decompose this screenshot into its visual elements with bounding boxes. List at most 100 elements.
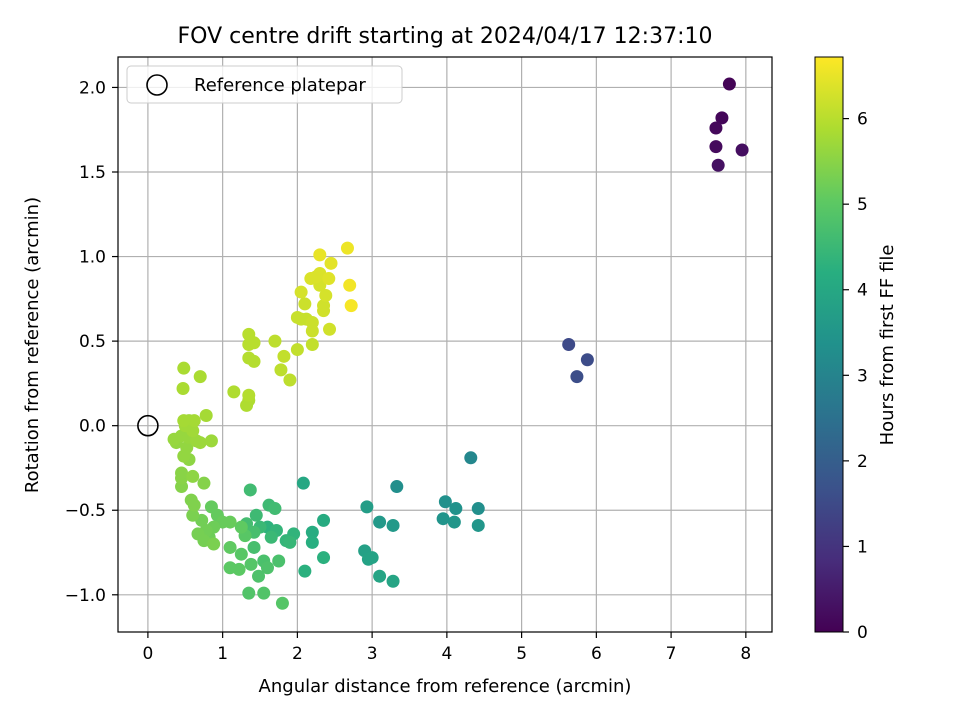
- colorbar: 0 1 2 3 4 5 6 Hours from first FF file: [814, 56, 898, 643]
- data-point: [204, 434, 218, 448]
- colorbar-gradient: [814, 56, 844, 633]
- x-axis-ticks: 0 1 2 3 4 5 6 7 8: [142, 632, 751, 664]
- x-tick-label: 7: [666, 644, 677, 664]
- reference-platepar-marker: [137, 414, 159, 437]
- x-tick-label: 2: [292, 644, 303, 664]
- data-point: [570, 370, 584, 384]
- data-point: [365, 551, 379, 565]
- data-point: [447, 515, 461, 529]
- y-tick-label: −0.5: [65, 501, 106, 521]
- x-tick-label: 8: [740, 644, 751, 664]
- data-point: [268, 334, 282, 348]
- data-point: [709, 121, 723, 135]
- x-tick-label: 5: [516, 644, 527, 664]
- data-point: [175, 466, 189, 480]
- data-point: [223, 540, 237, 554]
- data-point: [305, 525, 319, 539]
- data-point: [184, 493, 198, 507]
- data-point: [562, 338, 576, 351]
- data-point: [709, 140, 723, 154]
- data-point: [275, 596, 289, 610]
- data-point: [244, 557, 258, 571]
- data-points: [167, 77, 749, 610]
- data-point: [207, 537, 221, 551]
- data-point: [197, 476, 211, 490]
- y-tick-label: 1.0: [79, 248, 106, 268]
- x-tick-label: 0: [142, 644, 153, 664]
- legend: Reference platepar: [126, 65, 403, 104]
- data-point: [438, 495, 452, 509]
- y-tick-label: −1.0: [65, 586, 106, 606]
- colorbar-ticks: 0 1 2 3 4 5 6: [843, 110, 868, 643]
- data-point: [177, 414, 191, 428]
- x-axis-label: Angular distance from reference (arcmin): [259, 676, 632, 697]
- data-point: [313, 248, 327, 262]
- data-point: [373, 569, 387, 583]
- plot-frame: [117, 56, 773, 633]
- data-point: [257, 586, 271, 600]
- y-tick-label: 0.5: [79, 332, 106, 352]
- data-point: [272, 554, 286, 568]
- x-tick-label: 6: [591, 644, 602, 664]
- data-point: [735, 143, 749, 157]
- data-point: [322, 272, 336, 286]
- data-point: [260, 561, 274, 575]
- legend-label: Reference platepar: [194, 75, 366, 96]
- data-point: [234, 520, 248, 534]
- colorbar-tick-label: 3: [857, 366, 868, 386]
- data-point: [305, 535, 319, 549]
- data-point: [193, 370, 207, 384]
- colorbar-tick-label: 4: [857, 281, 868, 301]
- data-point: [317, 551, 331, 565]
- data-point: [187, 414, 201, 428]
- colorbar-tick-label: 5: [857, 195, 868, 215]
- data-point: [471, 518, 485, 532]
- data-point: [199, 409, 213, 423]
- data-point: [176, 381, 190, 395]
- data-point: [268, 502, 282, 516]
- data-point: [242, 388, 256, 402]
- data-point: [296, 476, 310, 490]
- data-point: [283, 535, 297, 549]
- legend-box: [126, 65, 403, 104]
- grid-lines: [118, 57, 772, 632]
- data-point: [305, 316, 319, 330]
- data-point: [449, 502, 463, 516]
- data-point: [294, 285, 308, 299]
- data-point: [274, 363, 288, 377]
- data-point: [711, 158, 725, 172]
- data-point: [390, 480, 404, 494]
- colorbar-tick-label: 0: [857, 623, 868, 643]
- data-point: [234, 547, 248, 561]
- data-point: [373, 515, 387, 529]
- chart-title: FOV centre drift starting at 2024/04/17 …: [178, 24, 713, 49]
- data-point: [186, 508, 200, 522]
- data-point: [323, 322, 337, 336]
- colorbar-tick-label: 6: [857, 110, 868, 130]
- data-point: [436, 512, 450, 526]
- data-point: [290, 343, 304, 357]
- legend-open-circle-icon: [146, 74, 168, 96]
- data-point: [471, 502, 485, 516]
- data-point: [264, 530, 278, 544]
- data-point: [715, 111, 729, 125]
- data-point: [305, 338, 319, 351]
- data-point: [243, 483, 257, 497]
- data-point: [317, 299, 331, 313]
- data-point: [386, 574, 400, 588]
- data-point: [242, 586, 256, 600]
- data-point: [283, 373, 297, 387]
- data-point: [249, 508, 263, 522]
- y-axis-label: Rotation from reference (arcmin): [22, 197, 43, 493]
- y-tick-label: 1.5: [79, 163, 106, 183]
- x-tick-label: 3: [367, 644, 378, 664]
- data-point: [298, 297, 312, 311]
- data-point: [223, 515, 237, 529]
- data-point: [177, 361, 191, 375]
- data-point: [298, 564, 312, 578]
- data-point: [722, 77, 736, 91]
- data-point: [186, 469, 200, 483]
- data-point: [324, 256, 338, 270]
- data-point: [180, 441, 194, 455]
